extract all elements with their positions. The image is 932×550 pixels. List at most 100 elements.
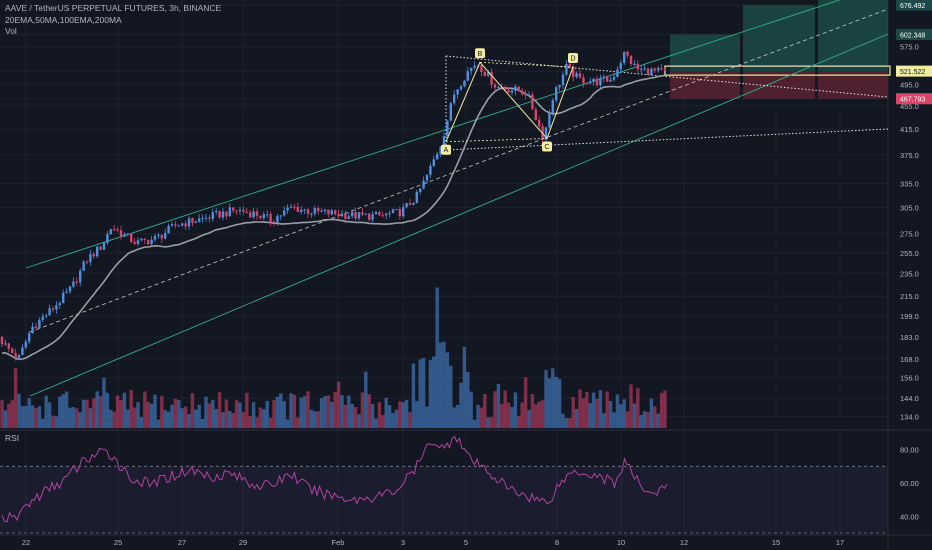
volume-bar xyxy=(30,405,35,428)
volume-bar xyxy=(340,394,344,428)
volume-area xyxy=(0,287,667,428)
candle-body xyxy=(249,212,252,218)
candle-body xyxy=(459,86,463,90)
candle-body xyxy=(4,343,7,345)
candle-body xyxy=(589,81,592,84)
price-badge-label: 467.793 xyxy=(900,97,925,104)
volume-bar xyxy=(537,401,541,428)
harmonic-point-a-badge xyxy=(441,144,451,155)
rsi-axis-label: 60.00 xyxy=(900,479,919,488)
volume-bar xyxy=(370,403,375,428)
volume-bar xyxy=(387,405,392,428)
volume-bar xyxy=(177,400,181,428)
candle-body xyxy=(561,74,565,86)
volume-bar xyxy=(333,391,337,428)
candle-body xyxy=(504,87,507,90)
volume-bar xyxy=(438,342,443,428)
candle-body xyxy=(412,203,415,205)
volume-bar xyxy=(544,369,548,428)
candle-body xyxy=(293,206,296,208)
candle-body xyxy=(218,211,221,218)
rsi-line xyxy=(1,435,668,523)
triangle-top-line xyxy=(445,55,889,98)
volume-bar xyxy=(10,400,14,428)
time-axis-label: 25 xyxy=(114,538,122,547)
candle-body xyxy=(493,84,497,88)
candle-body xyxy=(303,209,306,211)
volume-bar xyxy=(530,394,535,428)
candle-body xyxy=(300,209,303,213)
volume-bar xyxy=(190,393,195,428)
triangle-bottom-line xyxy=(445,128,889,151)
candle-body xyxy=(436,153,439,160)
time-axis-label: 29 xyxy=(239,538,247,547)
candle-body xyxy=(544,127,548,140)
volume-bar xyxy=(493,391,497,428)
candle-body xyxy=(150,239,153,245)
candle-body xyxy=(323,209,327,212)
price-axis-label: 183.0 xyxy=(900,333,919,342)
candle-body xyxy=(119,230,123,237)
candle-body xyxy=(419,188,422,193)
candle-body xyxy=(347,216,350,219)
volume-bar xyxy=(571,396,575,428)
candle-body xyxy=(262,214,265,219)
candle-body xyxy=(62,292,65,304)
channel-upper-line xyxy=(25,0,841,269)
candle-body xyxy=(456,89,459,95)
candle-body xyxy=(174,224,177,226)
volume-bar xyxy=(469,391,473,428)
candle-body xyxy=(524,93,527,95)
volume-bar xyxy=(54,416,59,428)
time-axis-label: 3 xyxy=(401,538,405,547)
candle-body xyxy=(31,326,34,334)
candle-body xyxy=(378,211,381,216)
candle-body xyxy=(313,208,316,214)
volume-bar xyxy=(214,409,218,428)
candle-body xyxy=(531,94,534,110)
candle-body xyxy=(96,246,99,257)
candle-body xyxy=(507,89,510,93)
volume-bar xyxy=(268,417,273,428)
candle-body xyxy=(232,207,235,211)
volume-bar xyxy=(258,407,263,428)
volume-bar xyxy=(13,368,18,428)
candle-body xyxy=(167,225,170,234)
volume-bar xyxy=(24,405,28,428)
volume-bar xyxy=(85,399,89,428)
candle-body xyxy=(221,211,225,218)
candle-body xyxy=(160,235,163,239)
candle-body xyxy=(663,69,667,71)
candle-body xyxy=(238,209,242,211)
candle-body xyxy=(650,68,653,76)
price-axis-label: 305.0 xyxy=(900,203,919,212)
volume-bar xyxy=(163,410,167,428)
volume-bar xyxy=(428,360,433,428)
volume-bar xyxy=(139,417,144,428)
volume-bar xyxy=(540,400,545,428)
volume-bar xyxy=(132,407,137,428)
price-axis-label: 375.0 xyxy=(900,151,919,160)
rsi-label: RSI xyxy=(5,433,20,443)
volume-bar xyxy=(51,415,55,428)
candle-body xyxy=(398,209,401,217)
price-axis-label: 575.0 xyxy=(900,42,919,51)
volume-bar xyxy=(204,396,208,428)
candle-body xyxy=(252,211,255,218)
harmonic-point-d-label: D xyxy=(570,56,575,63)
candle-body xyxy=(595,78,599,86)
candle-body xyxy=(612,76,616,80)
candle-body xyxy=(113,229,116,231)
candle-body xyxy=(534,109,537,121)
candle-body xyxy=(439,146,442,154)
volume-bar xyxy=(7,403,11,428)
volume-bar xyxy=(160,395,164,428)
price-axis-label: 415.0 xyxy=(900,125,919,134)
candle-body xyxy=(58,303,61,306)
volume-bar xyxy=(629,384,633,428)
candle-body xyxy=(99,246,102,250)
candle-body xyxy=(517,86,520,92)
volume-bar xyxy=(649,398,654,428)
stop-zone xyxy=(670,71,740,99)
